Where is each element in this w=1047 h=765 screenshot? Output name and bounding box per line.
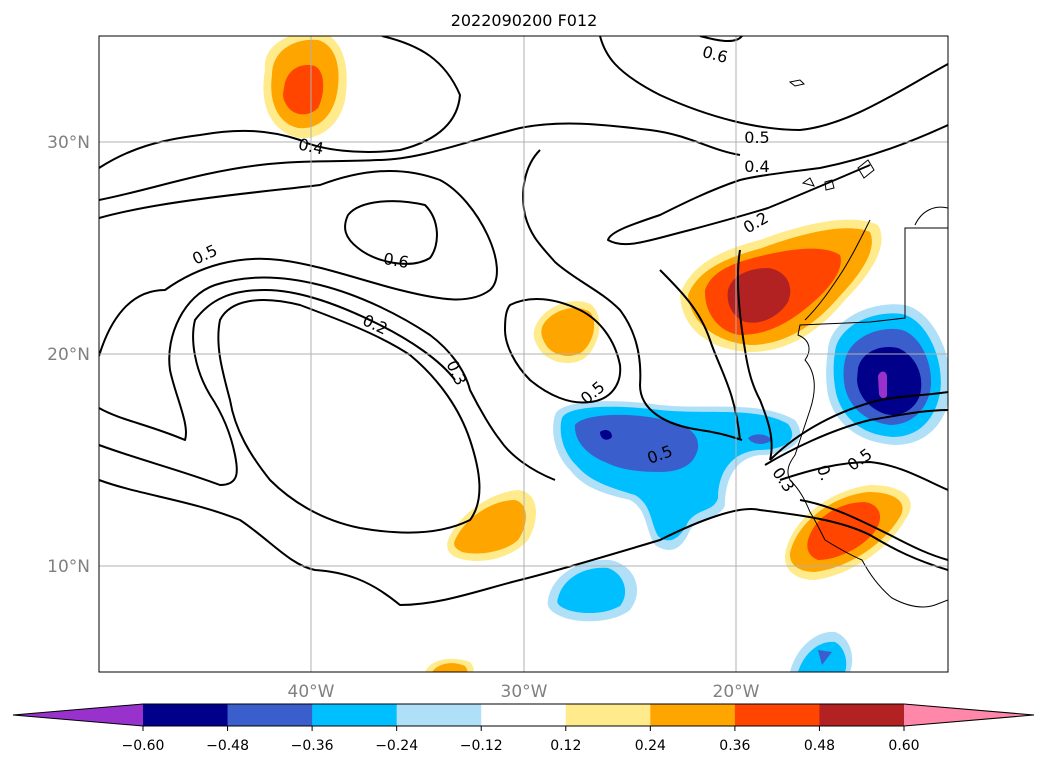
positive-anomaly-edge <box>425 658 474 672</box>
graticule <box>99 36 948 672</box>
colorbar-ticks: −0.60 −0.48 −0.36 −0.24 −0.12 0.12 0.24 0.36 0.4… <box>122 726 920 754</box>
contour-label: 0.4 <box>297 135 326 159</box>
colorbar-tick-label: 0.48 <box>804 738 835 754</box>
colorbar-swatch <box>481 704 567 726</box>
colorbar-swatch <box>819 704 905 726</box>
coastline <box>787 79 948 608</box>
contour-label: 0.4 <box>744 157 769 176</box>
colorbar-swatch <box>396 704 482 726</box>
negative-anomaly-east <box>826 304 948 445</box>
lat-label-10n: 10°N <box>47 557 90 577</box>
colorbar-tick-label: 0.36 <box>719 738 750 754</box>
lat-label-20n: 20°N <box>47 345 90 365</box>
colorbar-tick-label: 0.12 <box>550 738 581 754</box>
colorbar-tick-label: 0.60 <box>888 738 919 754</box>
colorbar-swatch <box>734 704 820 726</box>
positive-anomaly-southeast <box>784 485 911 580</box>
lon-label-40w: 40°W <box>288 682 335 702</box>
lat-label-30n: 30°N <box>47 133 90 153</box>
positive-anomaly-central <box>533 301 600 364</box>
colorbar-swatch <box>565 704 651 726</box>
positive-anomaly-south <box>447 490 537 561</box>
colorbar-tick-label: −0.12 <box>460 738 503 754</box>
contour-label: 0.6 <box>382 249 410 272</box>
map-panel: 0.6 0.5 0.4 0.4 0.6 0.5 0.2 0.2 0.3 0.5 … <box>98 35 949 673</box>
contour-label: 0. <box>813 462 836 483</box>
positive-anomaly-north <box>263 36 347 139</box>
colorbar-extend-low <box>13 704 143 726</box>
colorbar-swatch <box>143 704 229 726</box>
positive-anomaly-east <box>680 219 882 352</box>
latitude-labels: 30°N 20°N 10°N <box>47 133 90 577</box>
colorbar-tick-label: −0.24 <box>375 738 418 754</box>
lon-label-20w: 20°W <box>713 682 760 702</box>
negative-anomaly-south <box>547 559 638 622</box>
shaded-anomalies <box>263 36 948 672</box>
lon-label-30w: 30°W <box>501 682 548 702</box>
map-title: 2022090200 F012 <box>451 11 598 30</box>
colorbar-tick-label: −0.60 <box>122 738 165 754</box>
colorbar-tick-label: −0.48 <box>206 738 249 754</box>
colorbar: −0.60 −0.48 −0.36 −0.24 −0.12 0.12 0.24 0.36 0.4… <box>12 703 1035 754</box>
contour-lines <box>99 36 948 606</box>
negative-anomaly-edge <box>790 631 853 672</box>
colorbar-tick-label: −0.36 <box>291 738 334 754</box>
colorbar-swatch <box>227 704 313 726</box>
longitude-labels: 40°W 30°W 20°W <box>288 682 760 702</box>
colorbar-swatches <box>12 703 1035 727</box>
map-frame <box>98 35 949 673</box>
colorbar-tick-label: 0.24 <box>635 738 666 754</box>
contour-label: 0.5 <box>744 128 769 147</box>
colorbar-swatch <box>650 704 736 726</box>
colorbar-swatch <box>312 704 398 726</box>
colorbar-extend-high <box>904 704 1034 726</box>
